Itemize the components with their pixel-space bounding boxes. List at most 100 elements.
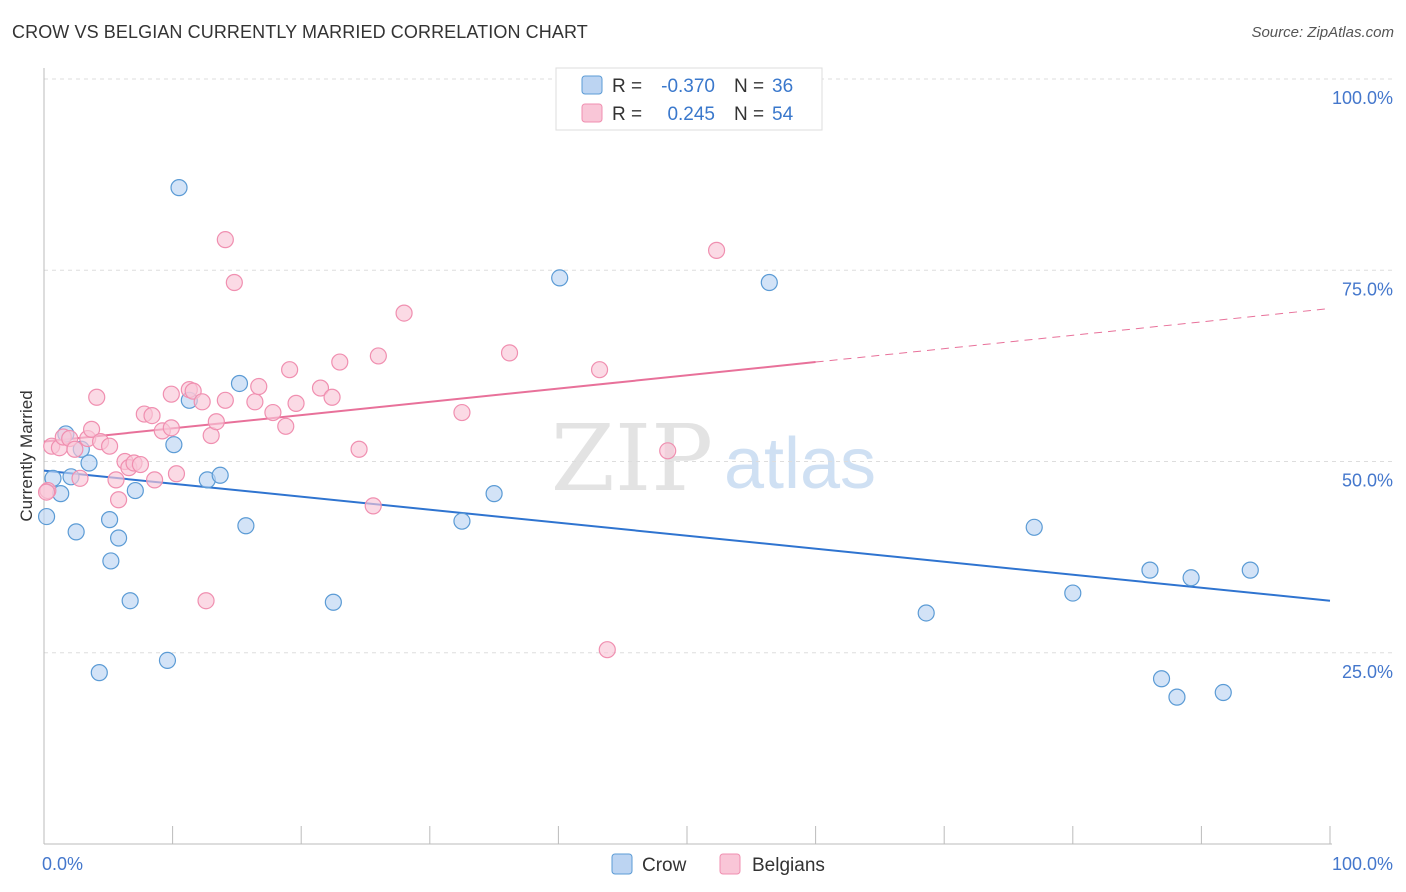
- series-legend: Crow Belgians: [611, 853, 825, 876]
- crow-point-25: [551, 269, 569, 287]
- belgians-point-38: [281, 361, 299, 379]
- crow-trend-line: [43, 469, 1331, 602]
- crow-legend-swatch: [581, 75, 603, 95]
- y-tick-label-1: 50.0%: [1342, 471, 1393, 491]
- belgians-point-39: [287, 394, 305, 412]
- x-tick-label-0: 0.0%: [42, 854, 83, 874]
- crow-point-24: [485, 485, 503, 503]
- belgians-point-41: [323, 388, 341, 406]
- x-tick-label-1: 100.0%: [1332, 854, 1393, 874]
- belgians-point-9: [88, 388, 106, 406]
- belgians-point-46: [395, 304, 413, 322]
- belgians-point-24: [167, 465, 186, 483]
- crow-point-34: [1214, 683, 1232, 702]
- belgians-point-17: [131, 455, 150, 474]
- belgians-point-8: [82, 420, 101, 438]
- belgians-point-22: [162, 385, 180, 403]
- belgians-point-45: [369, 347, 387, 365]
- crow-n-label: N =: [734, 76, 764, 97]
- belgians-trend-extension: [815, 308, 1331, 363]
- gridlines: [43, 78, 1392, 844]
- crow-point-20: [230, 374, 249, 393]
- crow-point-16: [170, 179, 188, 197]
- chart-title: CROW VS BELGIAN CURRENTLY MARRIED CORREL…: [12, 22, 588, 42]
- crow-point-11: [109, 529, 128, 547]
- crow-point-22: [324, 593, 342, 611]
- crow-series-label: Crow: [642, 855, 687, 876]
- belgians-point-27: [193, 393, 211, 411]
- belgians-point-43: [350, 440, 368, 458]
- crow-r-label: R =: [612, 76, 642, 97]
- crow-n-value: 36: [772, 76, 793, 97]
- belgians-point-50: [598, 641, 616, 659]
- belgians-point-35: [250, 377, 268, 396]
- belgians-point-48: [500, 344, 519, 362]
- belgians-n-value: 54: [772, 104, 794, 125]
- belgians-r-value: 0.245: [667, 104, 715, 125]
- crow-point-35: [1241, 561, 1259, 579]
- y-tick-label-0: 25.0%: [1342, 662, 1393, 682]
- crow-point-23: [453, 512, 471, 530]
- belgians-point-49: [590, 361, 609, 379]
- data-points: [37, 179, 1259, 706]
- belgians-point-53: [37, 483, 56, 501]
- belgians-point-6: [71, 469, 89, 487]
- watermark-zip: ZIP: [551, 405, 713, 512]
- belgians-point-42: [331, 353, 349, 371]
- correlation-legend: R = -0.370 N = 36 R = 0.245 N = 54: [555, 67, 823, 131]
- belgians-point-40: [311, 379, 330, 397]
- belgians-n-label: N =: [734, 104, 764, 125]
- crow-point-13: [126, 481, 144, 500]
- crow-point-15: [165, 436, 183, 454]
- belgians-r-label: R =: [612, 104, 642, 125]
- belgians-series-label: Belgians: [752, 855, 825, 876]
- belgians-point-11: [100, 437, 119, 455]
- crow-point-8: [90, 664, 108, 682]
- belgians-point-19: [143, 407, 161, 425]
- belgians-point-51: [659, 442, 677, 460]
- crow-point-28: [1025, 518, 1043, 536]
- belgians-point-37: [277, 417, 295, 435]
- belgians-point-5: [66, 440, 84, 458]
- crow-point-0: [37, 507, 56, 526]
- crow-point-31: [1152, 670, 1171, 688]
- axes: [43, 68, 1332, 845]
- belgians-point-32: [216, 391, 234, 409]
- x-tick-labels: 0.0% 100.0%: [42, 854, 1393, 874]
- crow-r-value: -0.370: [661, 76, 715, 97]
- crow-point-21: [237, 517, 255, 535]
- y-tick-labels: 25.0% 50.0% 75.0% 100.0%: [1332, 88, 1393, 682]
- belgians-point-34: [246, 393, 264, 411]
- belgians-legend-swatch: [581, 103, 603, 123]
- crow-series-swatch: [611, 853, 633, 875]
- y-tick-label-3: 100.0%: [1332, 88, 1393, 108]
- crow-point-33: [1182, 569, 1200, 587]
- crow-point-26: [760, 273, 778, 292]
- belgians-point-30: [207, 413, 225, 431]
- belgians-point-20: [145, 471, 164, 489]
- crow-point-30: [1141, 561, 1159, 579]
- belgians-point-28: [197, 592, 215, 610]
- crow-point-12: [121, 592, 139, 610]
- belgians-point-31: [216, 231, 234, 249]
- belgians-point-52: [707, 241, 726, 259]
- crow-point-19: [211, 466, 229, 484]
- crow-point-10: [102, 552, 120, 570]
- belgians-point-13: [109, 491, 128, 509]
- belgians-series-swatch: [719, 853, 741, 875]
- y-axis-label: Currently Married: [17, 390, 36, 521]
- belgians-point-23: [162, 419, 180, 437]
- belgians-point-33: [225, 273, 243, 292]
- belgians-point-36: [264, 403, 282, 422]
- crow-point-9: [100, 511, 119, 529]
- crow-point-27: [917, 604, 935, 622]
- belgians-point-12: [107, 471, 125, 489]
- source-label: Source: ZipAtlas.com: [1251, 24, 1394, 41]
- crow-point-29: [1064, 584, 1082, 602]
- watermark-atlas: atlas: [724, 424, 876, 504]
- crow-point-5: [67, 523, 85, 541]
- crow-point-7: [80, 454, 98, 472]
- crow-point-32: [1168, 688, 1186, 706]
- crow-point-14: [158, 651, 177, 670]
